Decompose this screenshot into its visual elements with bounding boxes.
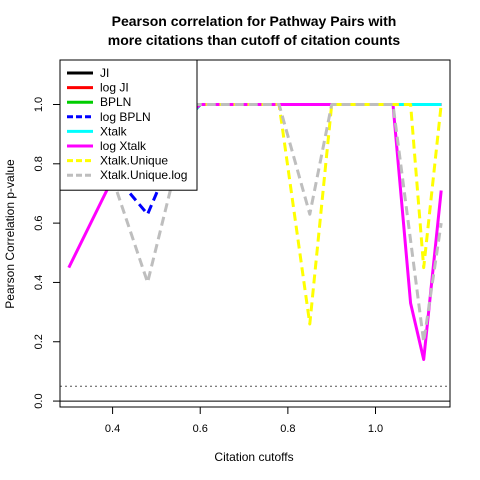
- chart-title-line1: Pearson correlation for Pathway Pairs wi…: [112, 13, 397, 29]
- y-tick-label: 0.0: [33, 393, 45, 408]
- y-tick-label: 1.0: [33, 97, 45, 112]
- x-axis-label: Citation cutoffs: [214, 450, 293, 464]
- reference-lines: [60, 385, 450, 402]
- legend-label-log-ji: log JI: [100, 81, 129, 95]
- legend-label-log-xtalk: log Xtalk: [100, 139, 147, 153]
- legend-label-xtalk-unique: Xtalk.Unique: [100, 154, 168, 168]
- x-tick-label: 0.6: [193, 423, 208, 435]
- y-axis: 0.0 0.2 0.4 0.6 0.8 1.0: [33, 97, 60, 409]
- legend-label-log-bpln: log BPLN: [100, 110, 151, 124]
- legend-label-bpln: BPLN: [100, 95, 131, 109]
- y-axis-label: Pearson Correlation p-value: [3, 159, 17, 309]
- x-axis: 0.4 0.6 0.8 1.0: [105, 407, 383, 435]
- y-tick-label: 0.8: [33, 156, 45, 171]
- y-tick-label: 0.4: [33, 275, 45, 290]
- plot-frame: [59, 59, 451, 408]
- legend-label-xtalk: Xtalk: [100, 124, 128, 138]
- legend-label-ji: JI: [100, 66, 109, 80]
- legend-label-xtalk-unique-log: Xtalk.Unique.log: [100, 168, 187, 182]
- series-line-xtalk-unique-log: [111, 103, 443, 344]
- y-tick-label: 0.6: [33, 215, 45, 230]
- legend-box: [59, 59, 198, 191]
- x-tick-label: 0.4: [105, 423, 120, 435]
- chart-title-line2: more citations than cutoff of citation c…: [108, 32, 401, 48]
- x-tick-label: 0.8: [280, 423, 295, 435]
- x-tick-label: 1.0: [368, 423, 383, 435]
- y-tick-label: 0.2: [33, 334, 45, 349]
